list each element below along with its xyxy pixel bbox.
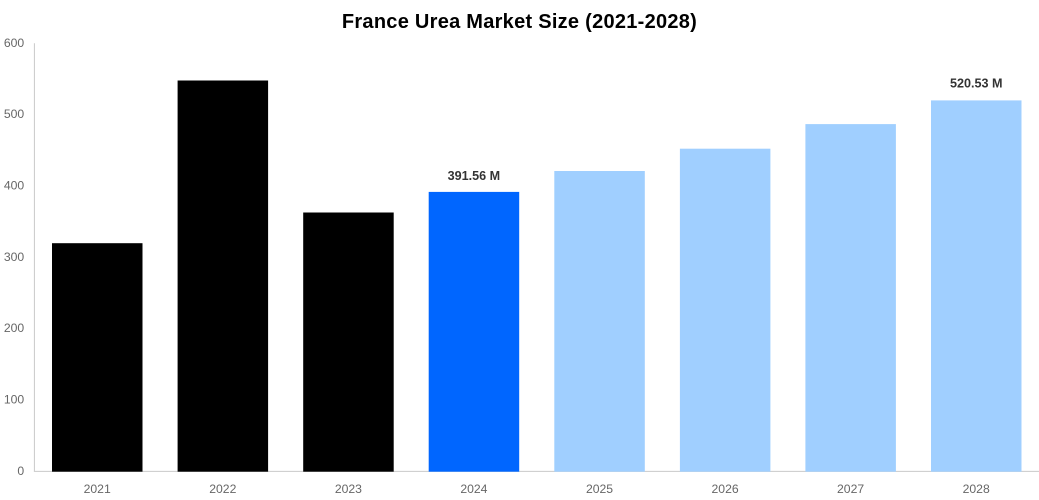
svg-text:2022: 2022 — [209, 482, 236, 496]
svg-text:2025: 2025 — [586, 482, 613, 496]
svg-text:France Urea Market Size (2021-: France Urea Market Size (2021-2028) — [342, 11, 697, 33]
svg-text:0: 0 — [17, 464, 24, 478]
svg-text:300: 300 — [4, 250, 25, 264]
svg-text:520.53 M: 520.53 M — [950, 77, 1003, 91]
svg-text:2026: 2026 — [712, 482, 739, 496]
svg-text:2023: 2023 — [335, 482, 362, 496]
svg-text:391.56 M: 391.56 M — [448, 169, 501, 183]
svg-text:600: 600 — [4, 36, 25, 50]
svg-text:2028: 2028 — [963, 482, 990, 496]
svg-text:2021: 2021 — [84, 482, 111, 496]
svg-text:100: 100 — [4, 393, 25, 407]
svg-text:2027: 2027 — [837, 482, 864, 496]
svg-text:500: 500 — [4, 107, 25, 121]
svg-text:400: 400 — [4, 179, 25, 193]
svg-text:2024: 2024 — [460, 482, 487, 496]
svg-text:200: 200 — [4, 321, 25, 335]
